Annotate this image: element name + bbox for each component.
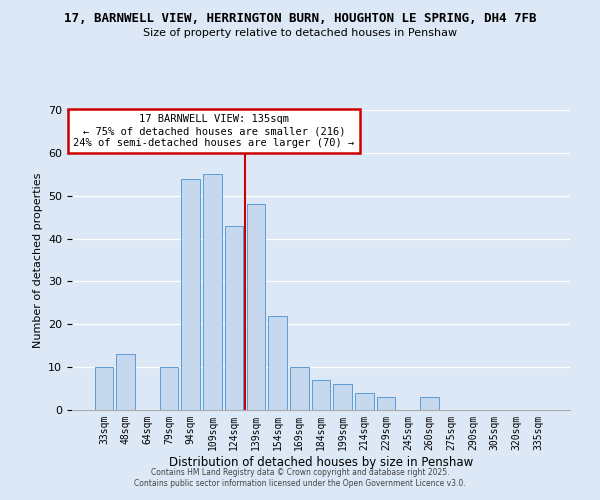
Text: Contains HM Land Registry data © Crown copyright and database right 2025.
Contai: Contains HM Land Registry data © Crown c… [134, 468, 466, 487]
Bar [312, 380, 330, 410]
Bar [160, 367, 178, 410]
Bar [225, 226, 244, 410]
Bar [95, 367, 113, 410]
Bar [181, 178, 200, 410]
Bar [334, 384, 352, 410]
Text: Size of property relative to detached houses in Penshaw: Size of property relative to detached ho… [143, 28, 457, 38]
Bar [203, 174, 221, 410]
Bar [116, 354, 135, 410]
Bar [355, 393, 374, 410]
Bar [247, 204, 265, 410]
Text: 17 BARNWELL VIEW: 135sqm
← 75% of detached houses are smaller (216)
24% of semi-: 17 BARNWELL VIEW: 135sqm ← 75% of detach… [73, 114, 355, 148]
Y-axis label: Number of detached properties: Number of detached properties [32, 172, 43, 348]
Text: 17, BARNWELL VIEW, HERRINGTON BURN, HOUGHTON LE SPRING, DH4 7FB: 17, BARNWELL VIEW, HERRINGTON BURN, HOUG… [64, 12, 536, 26]
Bar [268, 316, 287, 410]
Bar [421, 397, 439, 410]
X-axis label: Distribution of detached houses by size in Penshaw: Distribution of detached houses by size … [169, 456, 473, 468]
Bar [290, 367, 308, 410]
Bar [377, 397, 395, 410]
